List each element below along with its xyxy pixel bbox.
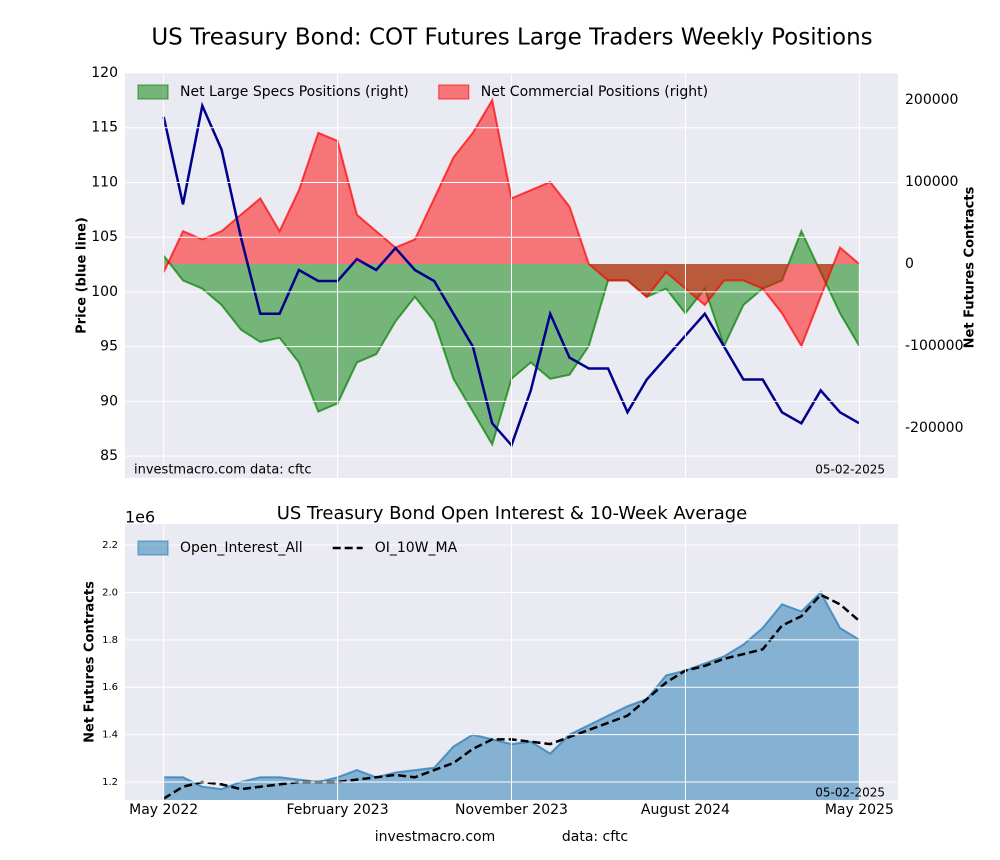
legend-label: OI_10W_MA [375, 540, 458, 556]
x-tick-label: November 2023 [455, 802, 568, 818]
y-tick-label: 120 [91, 65, 118, 81]
y-tick-label: 95 [100, 339, 118, 355]
y-tick-label: 1.2 [102, 777, 118, 788]
axis-offset: 1e6 [125, 508, 155, 527]
legend-swatch [137, 540, 169, 556]
y-tick-label: 2.2 [102, 540, 118, 551]
x-tick-label: February 2023 [287, 802, 389, 818]
y-axis-label: Net Futures Contracts [83, 581, 98, 743]
y-axis-label: Price (blue line) [75, 217, 90, 334]
y-tick-label: 105 [91, 229, 118, 245]
legend-label: Net Commercial Positions (right) [481, 84, 708, 100]
y-tick-label: 100 [91, 284, 118, 300]
y-tick-label: 1.6 [102, 682, 118, 693]
footer: investmacro.com [375, 829, 495, 845]
chart-title: US Treasury Bond Open Interest & 10-Week… [277, 503, 748, 524]
annotation: 05-02-2025 [815, 786, 885, 800]
y-tick-label: 85 [100, 448, 118, 464]
y2-tick-label: -100000 [905, 338, 964, 354]
annotation: 05-02-2025 [815, 463, 885, 477]
y-tick-label: 90 [100, 393, 118, 409]
legend-label: Net Large Specs Positions (right) [180, 84, 409, 100]
y2-axis-label: Net Futures Contracts [963, 186, 978, 348]
legend-swatch [137, 84, 169, 100]
y2-tick-label: 0 [905, 256, 914, 272]
x-tick-label: August 2024 [641, 802, 730, 818]
x-tick-label: May 2025 [825, 802, 894, 818]
x-tick-label: May 2022 [129, 802, 198, 818]
legend-label: Open_Interest_All [180, 540, 303, 556]
page-title: US Treasury Bond: COT Futures Large Trad… [151, 25, 872, 51]
y-tick-label: 1.4 [102, 730, 118, 741]
annotation: investmacro.com data: cftc [134, 463, 312, 478]
y-tick-label: 1.8 [102, 635, 118, 646]
y2-tick-label: 100000 [905, 174, 958, 190]
y-tick-label: 2.0 [102, 587, 118, 598]
legend-swatch [438, 84, 470, 100]
footer: data: cftc [562, 829, 628, 845]
y2-tick-label: -200000 [905, 420, 964, 436]
y-tick-label: 115 [91, 120, 118, 136]
y2-tick-label: 200000 [905, 92, 958, 108]
y-tick-label: 110 [91, 174, 118, 190]
